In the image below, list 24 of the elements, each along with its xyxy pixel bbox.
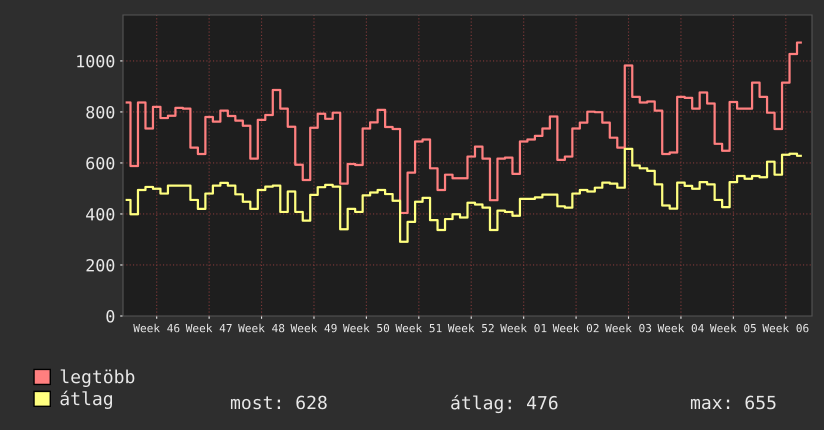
x-tick-label: Week 06 <box>762 324 808 332</box>
x-tick-label: Week 51 <box>395 324 442 332</box>
x-tick-label: Week 04 <box>658 324 704 332</box>
y-tick-label: 600 <box>86 156 114 170</box>
legend-label: átlag <box>60 390 112 409</box>
x-tick-label: Week 47 <box>186 324 232 332</box>
y-tick-label: 1000 <box>77 54 114 68</box>
x-tick-label: Week 52 <box>448 324 494 332</box>
x-tick-label: Week 05 <box>710 324 756 332</box>
x-tick-label: Week 46 <box>133 324 180 332</box>
x-tick-label: Week 01 <box>500 324 546 332</box>
x-tick-label: Week 50 <box>342 324 390 332</box>
y-tick-label: 400 <box>86 208 114 221</box>
text: most: 628 <box>230 396 327 410</box>
x-tick-label: Week 49 <box>290 324 337 332</box>
x-tick-label: Week 03 <box>605 324 652 332</box>
y-tick-label: 0 <box>106 310 114 323</box>
text: átlag: 476 <box>451 394 558 414</box>
x-tick-label: Week 02 <box>552 324 599 332</box>
x-tick-label: Week 48 <box>238 324 284 332</box>
y-tick-label: 200 <box>86 258 114 272</box>
y-tick-label: 800 <box>86 106 114 119</box>
text: max: 655 <box>690 396 776 410</box>
legend-label: legtöbb <box>60 369 134 388</box>
